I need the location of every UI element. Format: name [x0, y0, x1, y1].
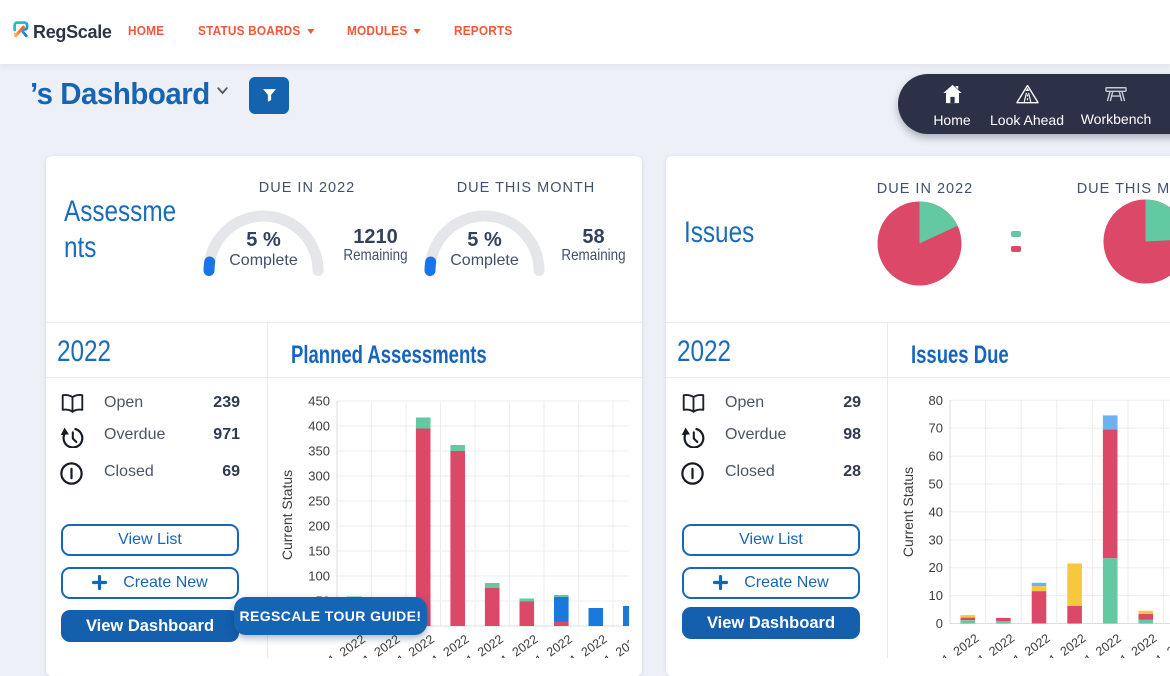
svg-text:80: 80: [929, 393, 943, 408]
svg-text:100: 100: [308, 569, 330, 584]
svg-text:1. 2022: 1. 2022: [975, 631, 1017, 658]
svg-text:50: 50: [929, 477, 943, 492]
svg-text:30: 30: [929, 532, 943, 547]
svg-text:250: 250: [308, 494, 330, 509]
svg-text:70: 70: [929, 421, 943, 436]
svg-text:450: 450: [308, 394, 330, 409]
svg-text:1. 2022: 1. 2022: [1082, 631, 1124, 658]
svg-text:Current Status: Current Status: [900, 467, 916, 557]
svg-text:200: 200: [308, 519, 330, 534]
svg-text:0: 0: [936, 616, 943, 631]
svg-text:1. 2022: 1. 2022: [940, 631, 982, 658]
svg-text:350: 350: [308, 444, 330, 459]
svg-text:1. 2022: 1. 2022: [1011, 631, 1053, 658]
svg-text:150: 150: [308, 544, 330, 559]
svg-text:40: 40: [929, 504, 943, 519]
svg-text:60: 60: [929, 449, 943, 464]
svg-text:400: 400: [308, 419, 330, 434]
svg-text:1. 2022: 1. 2022: [1046, 631, 1088, 658]
svg-text:10: 10: [929, 588, 943, 603]
svg-text:Current Status: Current Status: [279, 470, 295, 560]
svg-text:1. 2022: 1. 2022: [1118, 631, 1160, 658]
svg-text:20: 20: [929, 560, 943, 575]
svg-text:300: 300: [308, 469, 330, 484]
